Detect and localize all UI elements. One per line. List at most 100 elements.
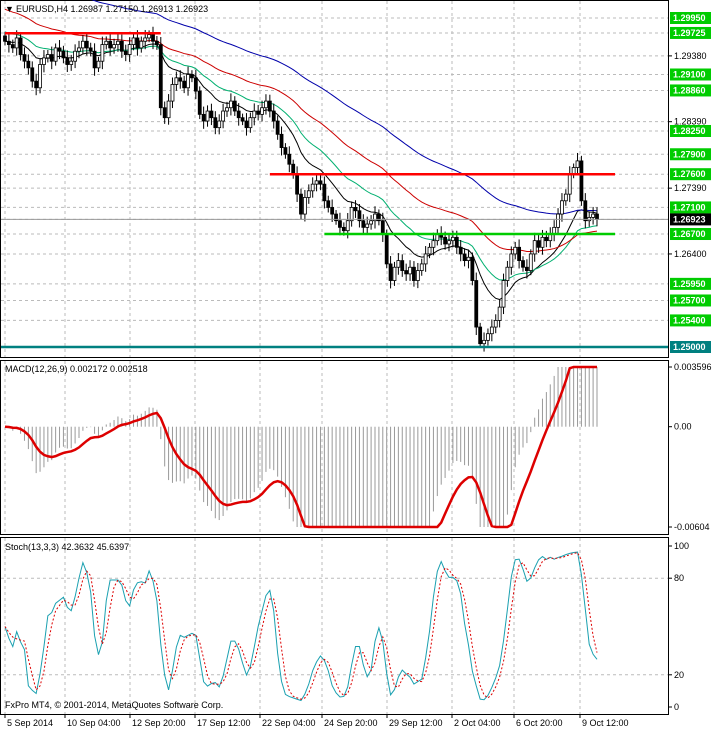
candle-body xyxy=(306,190,311,198)
ma-blue-line xyxy=(91,0,598,215)
price-label: 1.25950 xyxy=(673,279,706,289)
candle-body xyxy=(283,147,288,155)
stoch-d-line xyxy=(4,552,598,700)
candle-body xyxy=(92,50,97,69)
candle-body xyxy=(474,280,479,328)
candle-body xyxy=(338,220,342,228)
price-label-box xyxy=(670,148,711,161)
candle-body xyxy=(108,40,113,49)
stoch-tick-label: 20 xyxy=(674,670,684,680)
candle-body xyxy=(302,197,307,215)
candle-body xyxy=(205,110,210,122)
stoch-pane[interactable] xyxy=(0,537,669,715)
price-label-box xyxy=(670,228,711,241)
copyright-text: FxPro MT4, © 2001-2014, MetaQuotes Softw… xyxy=(5,700,223,710)
candle-body xyxy=(100,44,105,62)
candle-body xyxy=(466,256,471,261)
candle-body xyxy=(396,260,401,268)
candle-body xyxy=(275,120,280,135)
time-tick-label: 6 Oct 20:00 xyxy=(516,718,563,728)
candle-body xyxy=(193,77,198,92)
price-label-box xyxy=(670,294,711,307)
price-label: 1.28860 xyxy=(673,85,706,95)
support-resistance-lines[interactable] xyxy=(1,32,668,349)
candle-body xyxy=(595,213,599,220)
candle-body xyxy=(392,266,397,281)
candle-body xyxy=(213,117,218,129)
price-label: 1.26700 xyxy=(673,229,706,239)
macd-tick-label: 0.00 xyxy=(674,422,692,432)
candle-body xyxy=(232,100,237,112)
candle-body xyxy=(221,110,226,122)
candle-body xyxy=(228,100,233,109)
candle-body xyxy=(470,256,475,281)
candle-body xyxy=(427,246,432,255)
candle-body xyxy=(454,236,459,248)
candle-body xyxy=(517,246,522,261)
stoch-header: Stoch(13,3,3) 42.3632 45.6397 xyxy=(5,542,129,552)
stoch-k-line xyxy=(4,551,598,702)
candle-body xyxy=(264,100,268,109)
candle-body xyxy=(143,37,148,42)
price-tick-label: 1.29380 xyxy=(674,51,707,61)
time-tick-label: 5 Sep 2014 xyxy=(7,718,53,728)
stoch-tick-label: 0 xyxy=(674,702,679,712)
candle-body xyxy=(361,220,366,228)
macd-pane[interactable] xyxy=(0,360,669,535)
price-label-box xyxy=(670,68,711,81)
candle-body xyxy=(544,236,549,242)
candle-body xyxy=(349,207,354,222)
candle-body xyxy=(267,100,272,112)
candle-body xyxy=(365,223,370,228)
candle-body xyxy=(96,60,101,69)
candle-body xyxy=(334,213,338,222)
main-header-arrow-icon[interactable]: ▼ xyxy=(5,4,14,14)
candle-body xyxy=(139,40,144,49)
candle-body xyxy=(493,320,498,328)
price-label: 1.25400 xyxy=(673,315,706,325)
candle-body xyxy=(65,57,70,65)
price-label-box xyxy=(670,12,711,24)
candle-body xyxy=(505,266,510,281)
candle-body xyxy=(38,64,42,89)
candle-body xyxy=(528,253,533,271)
candle-body xyxy=(3,35,7,42)
main-price-pane[interactable] xyxy=(0,0,669,358)
macd-axis: 0.003596 0.00 -0.00604 xyxy=(668,362,712,532)
candle-body xyxy=(501,280,506,308)
price-label-box xyxy=(670,201,711,214)
candle-body xyxy=(22,54,27,62)
candle-body xyxy=(112,44,116,49)
price-label: 1.29100 xyxy=(673,69,706,79)
candle-body xyxy=(591,213,596,218)
price-label-box xyxy=(670,277,711,290)
stoch-tick-label: 100 xyxy=(674,541,689,551)
candle-body xyxy=(563,193,568,202)
candle-body xyxy=(373,213,377,222)
symbol-header: EURUSD,H4 1.26987 1.27150 1.26913 1.2692… xyxy=(16,4,208,14)
candle-body xyxy=(201,113,206,122)
candle-body xyxy=(116,40,120,45)
price-label-box xyxy=(670,314,711,327)
candle-body xyxy=(450,236,455,242)
candle-body xyxy=(61,50,66,59)
candle-body xyxy=(462,253,467,261)
candle-body xyxy=(431,240,436,248)
price-label: 1.25700 xyxy=(673,295,706,305)
candle-body xyxy=(162,107,167,119)
candle-body xyxy=(513,246,518,255)
price-tick-label: 1.27390 xyxy=(674,183,707,193)
candle-body xyxy=(260,107,264,115)
time-tick-label: 17 Sep 12:00 xyxy=(197,718,251,728)
time-tick-label: 2 Oct 04:00 xyxy=(454,718,501,728)
candle-body xyxy=(408,266,412,275)
price-label: 1.27100 xyxy=(673,202,706,212)
candle-body xyxy=(353,207,358,212)
candlesticks xyxy=(3,26,599,352)
candle-body xyxy=(186,74,190,89)
time-tick-label: 10 Sep 04:00 xyxy=(67,718,121,728)
candle-body xyxy=(575,160,580,168)
candle-body xyxy=(49,54,54,62)
candle-body xyxy=(388,263,393,281)
